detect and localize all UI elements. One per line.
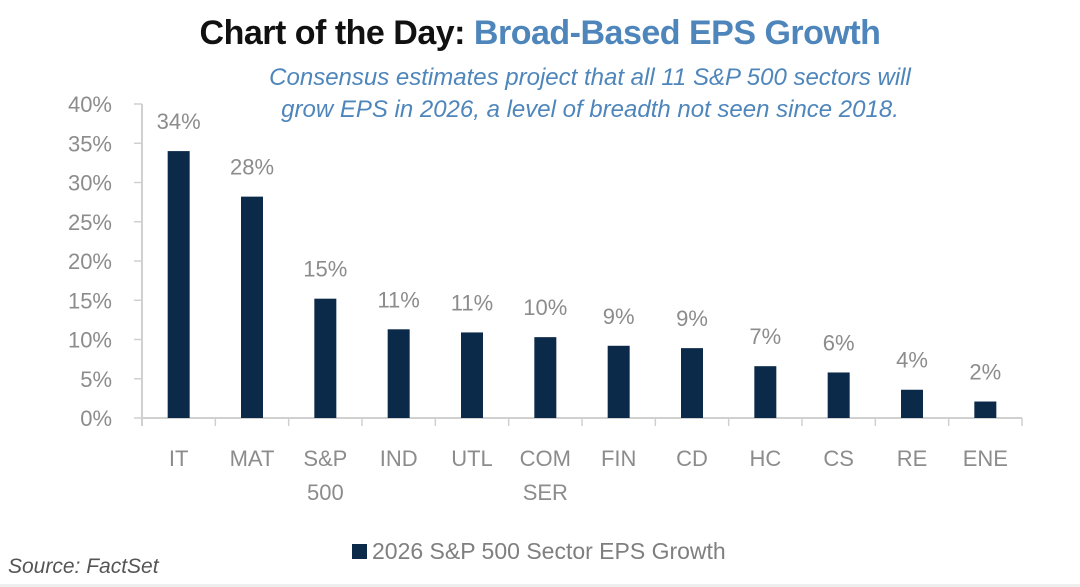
y-tick-label: 30% (68, 171, 112, 196)
bar-ene (974, 401, 997, 418)
y-tick-label: 25% (68, 210, 112, 235)
category-label: HC (749, 446, 781, 471)
source-note: Source: FactSet (8, 555, 159, 578)
y-tick-label: 5% (80, 367, 112, 392)
bar-utl (461, 332, 483, 418)
category-label: MAT (230, 446, 275, 471)
chart-title: Chart of the Day: Broad-Based EPS Growth (0, 14, 1080, 53)
data-label: 2% (969, 360, 1001, 385)
category-label: UTL (451, 446, 493, 471)
bar-cd (681, 348, 703, 418)
category-label: IT (169, 446, 189, 471)
data-label: 7% (749, 324, 781, 349)
data-label: 11% (451, 290, 493, 315)
legend-swatch (352, 544, 367, 559)
subtitle-line-1: Consensus estimates project that all 11 … (269, 64, 911, 91)
bar-re (901, 389, 923, 418)
bar-fin (607, 345, 630, 418)
bar-com-ser (534, 337, 557, 418)
category-label: SER (523, 480, 568, 505)
bar-ind (387, 329, 410, 418)
y-tick-label: 40% (68, 92, 112, 117)
category-label: RE (897, 446, 928, 471)
title-prefix: Chart of the Day: (199, 14, 466, 52)
chart-subtitle: Consensus estimates project that all 11 … (200, 62, 980, 126)
data-label: 11% (377, 287, 419, 312)
legend-label: 2026 S&P 500 Sector EPS Growth (372, 538, 726, 564)
y-tick-label: 10% (68, 328, 112, 353)
legend: 2026 S&P 500 Sector EPS Growth (352, 538, 726, 565)
bar-cs (827, 372, 850, 418)
y-tick-label: 20% (68, 249, 112, 274)
data-label: 4% (896, 348, 928, 373)
title-highlight: Broad-Based EPS Growth (473, 14, 881, 52)
data-label: 10% (523, 295, 567, 320)
bottom-divider (0, 584, 1080, 587)
data-label: 34% (157, 109, 201, 134)
category-label: CS (823, 446, 854, 471)
category-label: COM (520, 446, 571, 471)
category-label: 500 (307, 480, 344, 505)
data-label: 28% (230, 155, 274, 180)
category-label: FIN (601, 446, 636, 471)
bar-hc (754, 366, 777, 418)
data-label: 9% (676, 306, 708, 331)
category-label: IND (380, 446, 418, 471)
data-label: 6% (823, 330, 855, 355)
subtitle-line-2: grow EPS in 2026, a level of breadth not… (281, 96, 899, 123)
y-tick-label: 35% (68, 131, 112, 156)
data-label: 9% (603, 304, 635, 329)
y-tick-label: 15% (68, 288, 112, 313)
bar-s-p-500 (314, 298, 337, 418)
bar-mat (241, 196, 263, 418)
category-label: CD (676, 446, 708, 471)
category-label: ENE (963, 446, 1008, 471)
data-label: 15% (303, 257, 347, 282)
y-tick-label: 0% (80, 406, 112, 431)
bar-it (167, 151, 190, 418)
category-label: S&P (303, 446, 347, 471)
